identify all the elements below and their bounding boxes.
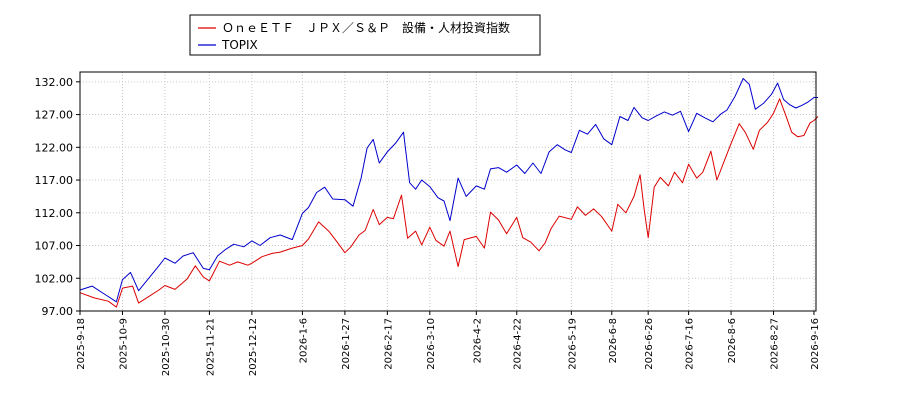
legend-box bbox=[189, 14, 541, 56]
x-tick-label: 2025-9-18 bbox=[76, 318, 87, 370]
x-tick-label: 2026-1-27 bbox=[341, 318, 352, 370]
y-tick-label: 132.00 bbox=[35, 76, 74, 89]
x-tick-label: 2025-11-21 bbox=[205, 318, 216, 376]
legend-label-oneetf: ＯｎｅＥＴＦ ＪＰＸ／Ｓ＆Ｐ 設備・人材投資指数 bbox=[222, 20, 510, 35]
y-tick-label: 117.00 bbox=[35, 174, 74, 187]
x-tick-label: 2026-9-16 bbox=[810, 318, 821, 370]
x-tick-label: 2026-4-22 bbox=[513, 318, 524, 370]
x-axis-ticks: 2025-9-18 2025-10-9 2025-10-30 2025-11-21 20… bbox=[76, 311, 821, 376]
x-tick-label: 2026-7-16 bbox=[685, 318, 696, 370]
x-tick-label: 2026-6-26 bbox=[644, 318, 655, 370]
y-tick-label: 102.00 bbox=[35, 272, 74, 285]
x-tick-label: 2025-12-12 bbox=[248, 318, 259, 376]
grid-lines bbox=[79, 72, 816, 312]
plot-frame bbox=[79, 71, 817, 312]
y-tick-label: 112.00 bbox=[35, 207, 74, 220]
y-tick-label: 122.00 bbox=[35, 141, 74, 154]
y-tick-label: 127.00 bbox=[35, 109, 74, 122]
legend: ＯｎｅＥＴＦ ＪＰＸ／Ｓ＆Ｐ 設備・人材投資指数 TOPIX bbox=[189, 14, 541, 56]
series-layer bbox=[79, 78, 819, 308]
series-line-oneetf bbox=[79, 98, 819, 308]
y-axis-ticks: 97.00 102.00 107.00 112.00 117.00 122.00 127.0… bbox=[35, 76, 80, 318]
x-tick-label: 2026-8-6 bbox=[727, 318, 738, 363]
x-tick-label: 2026-4-2 bbox=[472, 318, 483, 363]
x-tick-label: 2026-2-17 bbox=[383, 318, 394, 370]
x-tick-label: 2025-10-9 bbox=[118, 318, 129, 370]
series-line-topix bbox=[79, 78, 818, 303]
x-tick-label: 2025-10-30 bbox=[161, 318, 172, 376]
x-tick-label: 2026-8-27 bbox=[770, 318, 781, 370]
y-tick-label: 97.00 bbox=[42, 305, 74, 318]
x-tick-label: 2026-6-8 bbox=[608, 318, 619, 363]
legend-label-topix: TOPIX bbox=[221, 38, 258, 52]
y-tick-label: 107.00 bbox=[35, 240, 74, 253]
x-tick-label: 2026-1-6 bbox=[298, 318, 309, 363]
x-tick-label: 2026-3-10 bbox=[426, 318, 437, 370]
x-tick-label: 2026-5-19 bbox=[567, 318, 578, 370]
